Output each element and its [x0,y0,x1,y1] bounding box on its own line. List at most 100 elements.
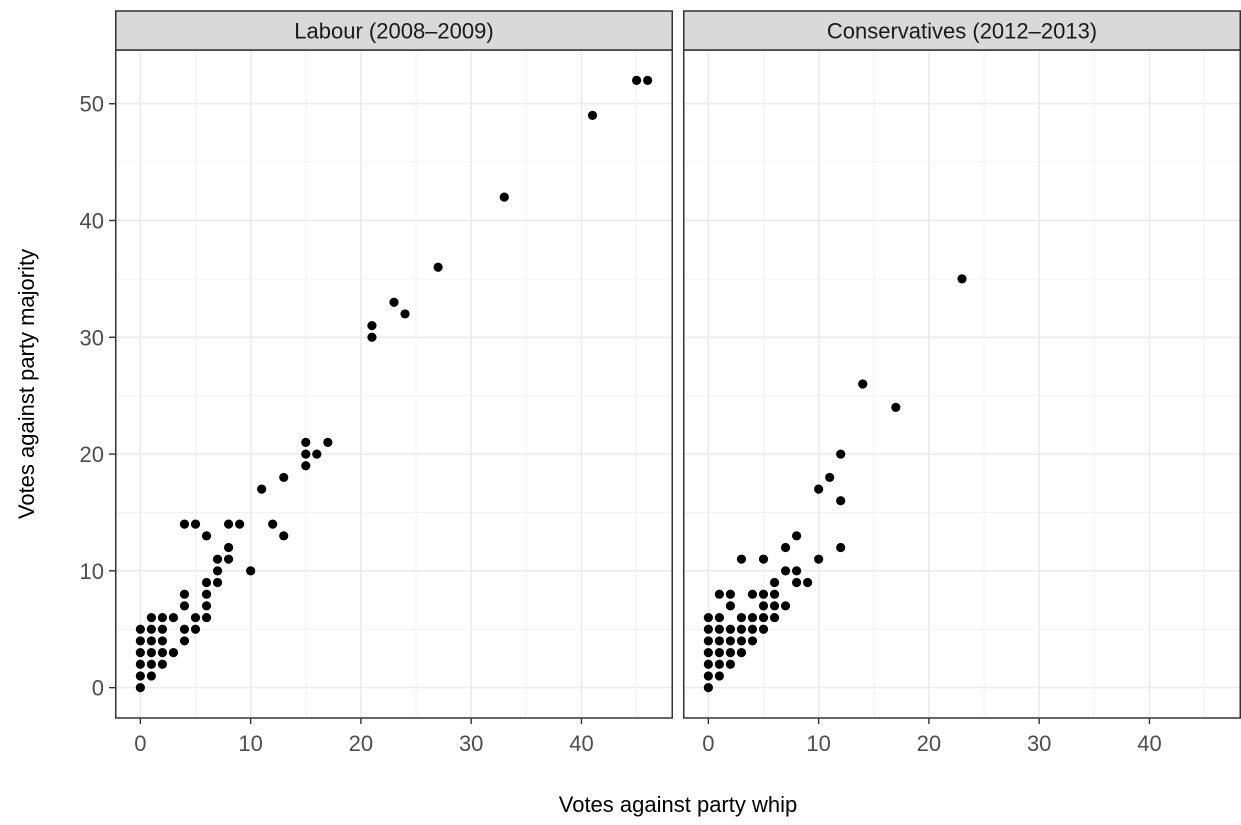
data-point [814,484,824,494]
data-point [246,566,256,576]
data-point [714,648,724,658]
x-tick-label: 40 [1137,731,1161,756]
data-point [235,519,245,529]
data-point [146,659,156,669]
x-tick-label: 40 [569,731,593,756]
data-point [769,612,780,623]
data-point [780,542,791,553]
y-tick-label: 0 [92,676,104,701]
data-point [223,554,234,564]
facet-title-1: Conservatives (2012–2013) [827,19,1097,44]
data-point [301,461,311,471]
data-point [714,636,724,646]
data-point [190,519,201,529]
data-point [212,577,223,588]
data-point [201,531,212,541]
data-point [725,589,736,599]
data-point [643,75,653,85]
data-point [146,648,156,658]
data-point [703,648,713,658]
data-point [736,648,747,658]
data-point [725,659,736,669]
x-tick-label: 30 [1027,731,1051,756]
data-point [223,542,234,553]
data-point [146,612,156,623]
data-point [769,589,780,599]
y-tick-label: 20 [80,442,104,467]
data-point [791,566,802,576]
y-axis-title: Votes against party majority [14,249,39,519]
data-point [268,519,278,529]
data-point [736,554,747,564]
data-point [146,624,156,634]
data-point [736,612,747,623]
data-point [780,601,791,611]
data-point [803,577,813,588]
data-point [814,554,824,564]
data-point [157,636,168,646]
data-point [858,379,868,389]
data-point [780,566,791,576]
x-tick-label: 0 [134,731,146,756]
data-point [725,601,736,611]
data-point [703,683,713,693]
data-point [168,648,179,658]
data-point [367,321,377,331]
data-point [714,624,724,634]
data-point [301,437,311,447]
data-point [135,636,145,646]
data-point [791,531,802,541]
data-point [703,636,713,646]
facet-strip-0 [115,10,673,51]
data-point [212,566,223,576]
data-point [714,612,724,623]
data-point [257,484,267,494]
data-point [957,274,967,284]
data-point [135,624,145,634]
data-point [703,612,713,623]
y-tick-label: 30 [80,325,104,350]
data-point [135,648,145,658]
data-point [836,542,846,553]
data-point [725,624,736,634]
x-axis-title: Votes against party whip [559,792,797,817]
data-point [758,612,769,623]
y-tick-label: 50 [80,92,104,117]
data-point [747,612,758,623]
data-point [758,589,769,599]
data-point [157,648,168,658]
x-tick-label: 20 [349,731,373,756]
data-point [323,437,333,447]
data-point [836,496,846,506]
data-point [714,671,724,681]
data-point [168,612,179,623]
data-point [157,624,168,634]
data-point [135,683,145,693]
data-point [179,636,190,646]
data-point [769,577,780,588]
data-point [758,624,769,634]
data-point [301,449,311,459]
data-point [714,589,724,599]
data-point [891,402,901,412]
data-point [179,589,190,599]
data-point [201,612,212,623]
y-tick-label: 10 [80,559,104,584]
data-point [433,262,443,272]
data-point [312,449,322,459]
data-point [714,659,724,669]
data-point [725,648,736,658]
data-point [703,671,713,681]
data-point [279,472,289,483]
data-point [747,636,758,646]
facet-title-0: Labour (2008–2009) [294,19,493,44]
data-point [499,192,509,202]
data-point [179,519,190,529]
data-point [725,636,736,646]
data-point [747,589,758,599]
data-point [201,601,212,611]
data-point [157,612,168,623]
data-point [135,659,145,669]
